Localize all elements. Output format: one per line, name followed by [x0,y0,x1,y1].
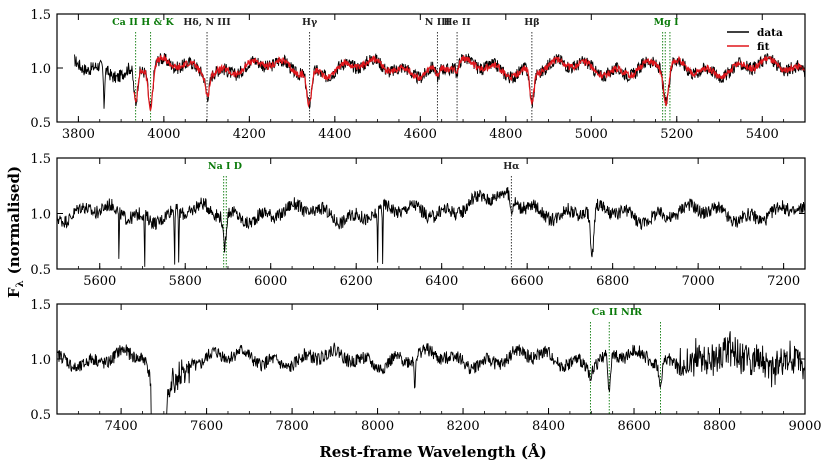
x-tick-label: 6200 [340,274,373,289]
legend-label-data: data [757,27,783,39]
y-tick-label: 0.5 [30,263,51,278]
y-tick-label: 1.5 [30,298,51,313]
x-tick-label: 3800 [62,127,95,142]
x-tick-label: 8600 [617,419,650,434]
y-tick-label: 1.5 [30,8,51,23]
line-label: Hα [503,161,520,172]
line-label: Mg I [654,17,679,28]
x-tick-label: 5600 [83,274,116,289]
line-label: Hβ [524,17,539,28]
series-data [57,187,805,267]
spectrum-panels: 3800 4000 4200 4400 4600 4800 5000 5200 5400 0.5 1… [30,8,821,434]
panel-3: 7400 7600 7800 8000 8200 8400 8600 8800 9000 0.5 1… [30,298,821,434]
x-tick-label: 8000 [361,419,394,434]
x-tick-label: 5400 [746,127,779,142]
legend-label-fit: fit [757,41,770,53]
x-tick-label: 7800 [276,419,309,434]
x-tick-label: 5800 [169,274,202,289]
x-tick-label: 5200 [660,127,693,142]
y-tick-label: 1.0 [30,353,51,368]
y-tick-label: 1.0 [30,208,51,223]
panel-2: 5600 5800 6000 6200 6400 6600 6800 7000 7200 0.5 1… [30,152,806,289]
x-tick-label: 8200 [447,419,480,434]
y-tick-label: 0.5 [30,408,51,423]
x-tick-label: 5000 [575,127,608,142]
series-fit [133,53,805,111]
line-label: N III [425,17,451,28]
x-tick-label: 6400 [425,274,458,289]
line-label: He II [443,17,471,28]
x-tick-label: 6800 [596,274,629,289]
y-axis-label-subscript: λ [15,280,26,287]
x-tick-label: 4000 [147,127,180,142]
line-label: Na I D [208,161,242,172]
series-data [57,331,805,414]
panel-1: 3800 4000 4200 4400 4600 4800 5000 5200 5400 0.5 1… [30,8,806,142]
y-axis-label: Fλ (normalised) [5,166,26,298]
x-tick-label: 6000 [254,274,287,289]
y-axis-label-main: F [5,287,23,298]
x-tick-label: 7200 [767,274,800,289]
y-tick-label: 0.5 [30,116,51,131]
x-tick-label: 8400 [532,419,565,434]
y-tick-label: 1.5 [30,152,51,167]
x-tick-label: 4600 [404,127,437,142]
line-label: Hγ [302,17,318,28]
y-axis-label-suffix: (normalised) [5,166,23,274]
line-label: Ca II NIR [592,307,642,318]
series-data [74,52,805,110]
x-tick-label: 7000 [682,274,715,289]
x-tick-label: 9000 [788,419,821,434]
plot-frame [56,303,806,415]
x-tick-label: 4200 [233,127,266,142]
x-tick-label: 7400 [105,419,138,434]
y-tick-label: 1.0 [30,62,51,77]
x-tick-label: 8800 [703,419,736,434]
x-tick-label: 4800 [489,127,522,142]
line-label: Hδ, N III [183,17,231,28]
x-tick-label: 7600 [190,419,223,434]
x-tick-label: 4400 [318,127,351,142]
line-label: Ca II H & K [112,17,174,28]
x-tick-label: 6600 [511,274,544,289]
x-axis-label: Rest-frame Wavelength (Å) [319,443,546,461]
